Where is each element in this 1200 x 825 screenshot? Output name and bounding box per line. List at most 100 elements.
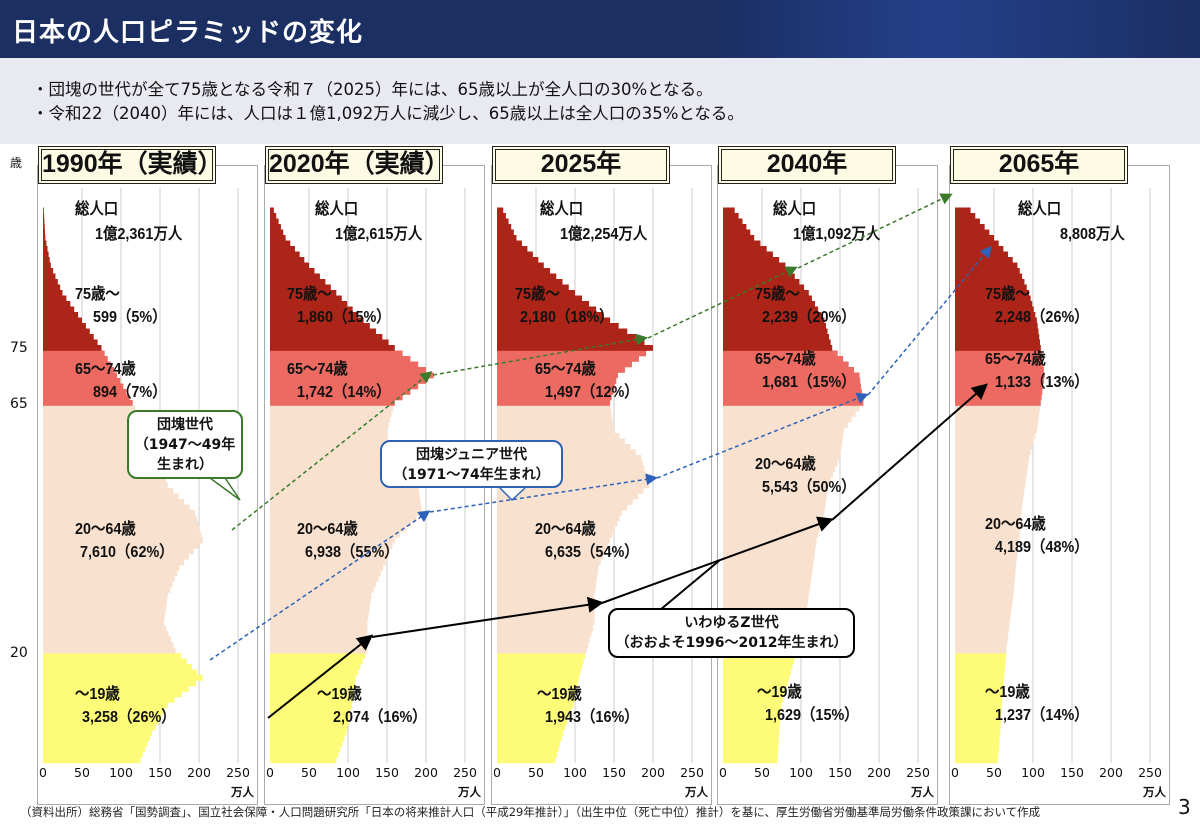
age-bar	[270, 697, 353, 703]
age-bar	[270, 328, 377, 335]
group-label: 20〜64歳	[297, 521, 358, 538]
callout-line: （1947〜49年	[134, 437, 236, 453]
total-label: 総人口	[773, 201, 817, 218]
age-bar	[43, 295, 67, 302]
age-bar	[723, 224, 747, 230]
x-tick: 250	[226, 765, 250, 780]
age-bar	[270, 477, 413, 483]
age-bar	[497, 361, 632, 368]
total-label: 総人口	[540, 201, 584, 218]
age-bar	[43, 581, 173, 588]
age-bar	[270, 702, 352, 709]
age-bar	[955, 653, 1007, 659]
age-bar	[270, 422, 389, 428]
age-bar	[497, 680, 578, 687]
age-bar	[723, 422, 848, 428]
age-bar	[723, 757, 778, 764]
age-bar	[43, 625, 167, 632]
x-tick: 100	[109, 765, 133, 780]
age-bar	[955, 372, 1045, 379]
age-bar	[43, 675, 203, 681]
age-bar	[723, 669, 791, 676]
age-bar	[270, 691, 354, 698]
age-bar	[497, 724, 566, 731]
age-bar	[43, 713, 162, 720]
age-bar	[497, 339, 645, 346]
age-bar	[497, 257, 539, 263]
age-bar	[723, 240, 761, 247]
age-bar	[723, 587, 810, 593]
group-label: 7,610（62%）	[80, 544, 174, 561]
genz-callout: いわゆるZ世代 （おおよそ1996〜2012年生まれ）	[608, 608, 855, 658]
x-tick: 250	[680, 765, 704, 780]
age-bar	[723, 339, 831, 346]
group-label: 2,239（20%）	[762, 309, 856, 326]
x-tick: 0	[719, 765, 727, 780]
age-bar	[43, 251, 49, 258]
age-bar	[43, 273, 56, 280]
age-bar	[43, 279, 58, 285]
age-bar	[270, 383, 419, 390]
age-bar	[723, 279, 800, 285]
age-bar	[497, 268, 551, 274]
age-bar	[955, 548, 1018, 555]
age-bar	[723, 356, 844, 362]
age-bar	[955, 284, 1027, 291]
age-bar	[270, 708, 351, 714]
age-bar	[43, 471, 165, 478]
group-label: 65〜74歳	[755, 351, 816, 368]
age-bar	[723, 680, 788, 687]
age-bar	[497, 614, 595, 621]
x-tick: 50	[74, 765, 90, 780]
age-bar	[723, 724, 780, 731]
x-tick: 100	[1021, 765, 1045, 780]
age-bar	[43, 504, 190, 511]
total-label: 1億1,092万人	[793, 226, 881, 243]
age-bar	[955, 532, 1020, 538]
age-bar	[955, 620, 1010, 626]
age-bar	[955, 295, 1031, 302]
age-bar	[497, 455, 642, 461]
age-bar	[723, 427, 844, 434]
x-tick: 50	[528, 765, 544, 780]
age-bar	[43, 213, 45, 219]
panel-title: 1990年（実績）	[38, 146, 223, 184]
age-bar	[497, 284, 569, 291]
group-label: 〜19歳	[537, 686, 582, 703]
age-bar	[723, 686, 787, 692]
age-bar	[723, 383, 862, 390]
age-bar	[723, 603, 808, 610]
age-bar	[270, 625, 368, 632]
age-bar	[43, 697, 175, 703]
age-bar	[955, 636, 1008, 643]
group-label: 〜19歳	[317, 686, 362, 703]
age-bar	[955, 719, 1001, 725]
age-bar	[43, 730, 153, 736]
age-tick-65: 65	[10, 396, 28, 412]
age-bar	[497, 460, 643, 467]
age-bar	[497, 515, 620, 522]
panel-title: 2025年	[492, 146, 670, 184]
age-bar	[270, 724, 348, 731]
group-label: 2,074（16%）	[333, 709, 427, 726]
age-bar	[270, 510, 423, 516]
age-bar	[723, 301, 816, 307]
group-label: 1,237（14%）	[995, 707, 1089, 724]
age-bar	[497, 642, 589, 648]
age-bar	[43, 433, 148, 439]
age-bar	[43, 339, 98, 346]
age-bar	[270, 279, 326, 285]
age-bar	[43, 361, 111, 368]
age-bar	[497, 532, 613, 538]
age-bar	[43, 372, 118, 379]
age-bar	[955, 262, 1018, 269]
age-bar	[955, 268, 1020, 274]
age-bar	[497, 504, 628, 511]
age-bar	[270, 515, 417, 522]
age-bar	[497, 697, 575, 703]
age-bar	[955, 680, 1004, 687]
x-tick: 250	[906, 765, 930, 780]
age-bar	[270, 581, 377, 588]
genz-arrows	[267, 383, 989, 719]
age-bar	[497, 312, 604, 318]
